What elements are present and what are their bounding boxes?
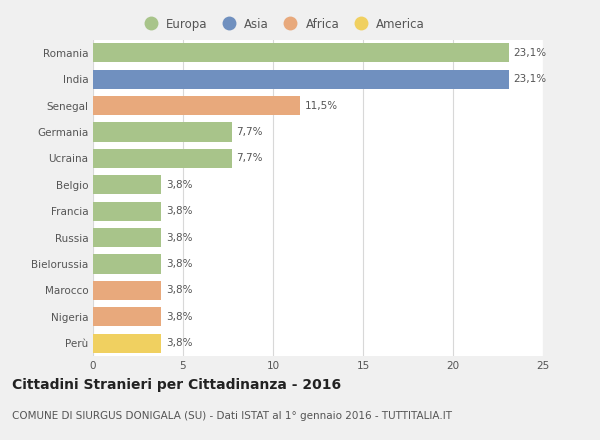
Text: 3,8%: 3,8% <box>166 338 193 348</box>
Text: 11,5%: 11,5% <box>305 101 338 110</box>
Bar <box>93 149 232 168</box>
Bar <box>93 70 509 89</box>
Bar <box>93 281 161 300</box>
Text: 3,8%: 3,8% <box>166 206 193 216</box>
Bar <box>93 43 509 62</box>
Text: 3,8%: 3,8% <box>166 312 193 322</box>
Bar <box>93 228 161 247</box>
Text: 23,1%: 23,1% <box>513 74 547 84</box>
Text: 3,8%: 3,8% <box>166 233 193 242</box>
Bar <box>93 202 161 221</box>
Text: 3,8%: 3,8% <box>166 259 193 269</box>
Text: 23,1%: 23,1% <box>513 48 547 58</box>
Text: 7,7%: 7,7% <box>236 154 263 163</box>
Text: 7,7%: 7,7% <box>236 127 263 137</box>
Legend: Europa, Asia, Africa, America: Europa, Asia, Africa, America <box>139 18 425 30</box>
Text: 3,8%: 3,8% <box>166 286 193 295</box>
Text: Cittadini Stranieri per Cittadinanza - 2016: Cittadini Stranieri per Cittadinanza - 2… <box>12 378 341 392</box>
Bar <box>93 254 161 274</box>
Bar <box>93 122 232 142</box>
Bar <box>93 175 161 194</box>
Bar <box>93 334 161 353</box>
Text: COMUNE DI SIURGUS DONIGALA (SU) - Dati ISTAT al 1° gennaio 2016 - TUTTITALIA.IT: COMUNE DI SIURGUS DONIGALA (SU) - Dati I… <box>12 411 452 422</box>
Bar <box>93 96 300 115</box>
Bar <box>93 307 161 326</box>
Text: 3,8%: 3,8% <box>166 180 193 190</box>
